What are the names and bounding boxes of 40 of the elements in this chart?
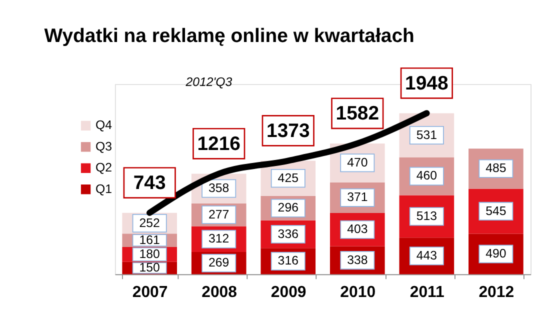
data-label: 470 (347, 155, 368, 170)
data-label: 296 (278, 200, 299, 215)
data-label: 1582 (336, 102, 380, 125)
data-label: 338 (347, 252, 368, 267)
data-label: 403 (347, 222, 368, 236)
data-label: 1373 (266, 120, 310, 142)
data-label: 277 (208, 207, 230, 222)
data-label: 460 (416, 168, 438, 183)
legend-label: Q2 (96, 160, 112, 175)
data-label: 743 (133, 172, 166, 194)
data-label: 358 (208, 181, 230, 196)
data-label: 443 (416, 248, 438, 262)
data-label: 150 (139, 260, 160, 275)
x-tick-label: 2009 (270, 284, 306, 301)
data-label: 161 (139, 232, 160, 247)
legend-label: Q1 (96, 182, 112, 196)
data-label: 1948 (405, 72, 448, 94)
data-label: 316 (278, 254, 299, 268)
data-label: 485 (486, 161, 506, 176)
data-label: 531 (416, 128, 438, 142)
data-label: 371 (347, 190, 368, 204)
x-tick-label: 2011 (410, 284, 445, 301)
x-tick-label: 2010 (340, 284, 376, 301)
data-label: 425 (278, 170, 299, 185)
legend-label: Q4 (96, 118, 112, 132)
data-label: 513 (416, 208, 438, 223)
data-label: 1216 (197, 132, 241, 155)
data-label: 180 (139, 246, 160, 261)
legend-label: Q3 (96, 139, 112, 154)
x-tick-label: 2007 (132, 284, 168, 301)
chart-title: Wydatki na reklamę online w kwartałach (44, 24, 414, 47)
data-label: 312 (208, 232, 230, 246)
data-label: 336 (278, 226, 299, 241)
x-tick-label: 2008 (202, 284, 238, 301)
annotation: 2012'Q3 (184, 74, 232, 89)
data-label: 545 (486, 204, 506, 218)
data-label: 252 (139, 216, 160, 230)
data-label: 490 (486, 246, 506, 261)
data-label: 269 (208, 256, 230, 270)
x-tick-label: 2012 (478, 284, 514, 301)
